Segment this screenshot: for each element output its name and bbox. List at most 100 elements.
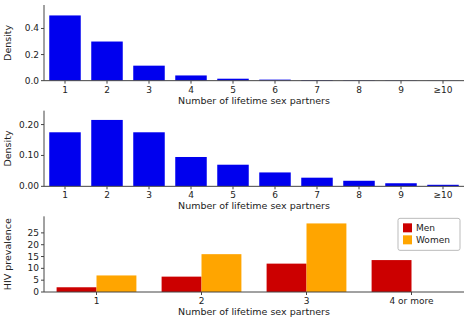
figure: 0.0 0.2 0.4 1 2 3 4 5 6 7 8 9 ≥10 Number of lifetime … (0, 0, 474, 317)
y-tick (41, 155, 44, 156)
bar (97, 275, 137, 292)
x-tick (107, 186, 108, 189)
x-tick-label: 5 (230, 85, 236, 95)
y-tick (41, 54, 44, 55)
x-tick (149, 81, 150, 84)
bar (372, 260, 412, 292)
x-tick-label: 8 (356, 85, 362, 95)
x-axis-line (44, 292, 464, 293)
x-tick (401, 81, 402, 84)
x-tick-label: 1 (94, 296, 100, 306)
x-tick-label: 3 (146, 190, 152, 200)
y-tick (41, 256, 44, 257)
bar (175, 75, 207, 80)
x-tick-label: 2 (199, 296, 205, 306)
x-tick (306, 292, 307, 295)
x-tick (96, 292, 97, 295)
x-axis-label: Number of lifetime sex partners (178, 306, 330, 317)
x-tick-label: 4 or more (390, 296, 434, 306)
x-tick (233, 186, 234, 189)
y-tick-label: 25 (28, 228, 39, 238)
x-tick (275, 81, 276, 84)
bar (133, 132, 165, 186)
y-tick (41, 232, 44, 233)
y-tick-label: 0.2 (25, 50, 39, 60)
x-axis-label: Number of lifetime sex partners (178, 200, 330, 211)
x-tick (359, 186, 360, 189)
bars (49, 120, 459, 186)
bar (202, 254, 242, 292)
x-tick (107, 81, 108, 84)
bars (49, 15, 459, 80)
x-tick-label: 2 (104, 190, 110, 200)
x-tick (275, 186, 276, 189)
y-axis-label: Density (2, 130, 13, 166)
y-tick (41, 28, 44, 29)
bar (267, 264, 307, 292)
panel: 0.000.100.20123456789≥10Number of lifeti… (2, 111, 464, 212)
x-tick (191, 186, 192, 189)
y-tick (41, 280, 44, 281)
x-tick-label: 4 (188, 85, 194, 95)
y-tick (41, 244, 44, 245)
x-tick-label: 3 (304, 296, 310, 306)
y-tick-label: 0 (33, 287, 39, 297)
y-tick (41, 292, 44, 293)
bar (343, 181, 375, 187)
x-tick-label: 6 (272, 190, 278, 200)
x-tick (149, 186, 150, 189)
bars (57, 223, 412, 292)
y-axis-line (44, 111, 45, 187)
bar (259, 172, 291, 186)
bar (133, 66, 165, 81)
panel: 05101520251234 or moreNumber of lifetime… (2, 216, 464, 317)
x-tick-label: 1 (62, 85, 68, 95)
x-tick-label: 7 (314, 190, 320, 200)
y-tick (41, 268, 44, 269)
legend-swatch (403, 235, 412, 244)
x-tick (233, 81, 234, 84)
y-axis-label: Density (2, 24, 13, 60)
x-tick-label: 5 (230, 190, 236, 200)
x-tick (65, 186, 66, 189)
y-tick-label: 20 (28, 240, 40, 250)
x-tick (443, 186, 444, 189)
x-tick-label: 1 (62, 190, 68, 200)
x-tick-label: 6 (272, 85, 278, 95)
legend-swatch (403, 223, 412, 232)
y-tick-label: 0.0 (25, 76, 40, 86)
x-tick (65, 81, 66, 84)
bar (49, 132, 81, 186)
x-tick (443, 81, 444, 84)
x-tick (359, 81, 360, 84)
bar (91, 42, 123, 81)
y-tick-label: 0.4 (25, 23, 40, 33)
y-tick-label: 15 (28, 252, 39, 262)
x-tick (411, 292, 412, 295)
y-tick (41, 186, 44, 187)
x-tick-label: 2 (104, 85, 110, 95)
bar (57, 287, 97, 292)
x-tick-label: ≥10 (434, 85, 453, 95)
x-tick-label: 7 (314, 85, 320, 95)
x-tick-label: 9 (398, 85, 404, 95)
bar (49, 15, 81, 80)
y-tick-label: 0.00 (19, 181, 39, 191)
legend-label: Women (416, 235, 450, 245)
y-tick (41, 80, 44, 81)
bar (217, 165, 249, 187)
y-tick (41, 124, 44, 125)
bar (301, 178, 333, 187)
x-tick-label: 4 (188, 190, 194, 200)
x-axis-label: Number of lifetime sex partners (178, 95, 330, 106)
y-tick-label: 5 (33, 275, 39, 285)
x-tick-label: 3 (146, 85, 152, 95)
panel: 0.0 0.2 0.4 1 2 3 4 5 6 7 8 9 ≥10 Number of lifetime … (2, 5, 464, 106)
y-axis-line (44, 5, 45, 81)
bar (162, 277, 202, 292)
y-tick-label: 0.20 (19, 120, 39, 130)
x-tick (401, 186, 402, 189)
x-tick-label: 8 (356, 190, 362, 200)
y-tick-label: 10 (28, 263, 40, 273)
x-tick (201, 292, 202, 295)
